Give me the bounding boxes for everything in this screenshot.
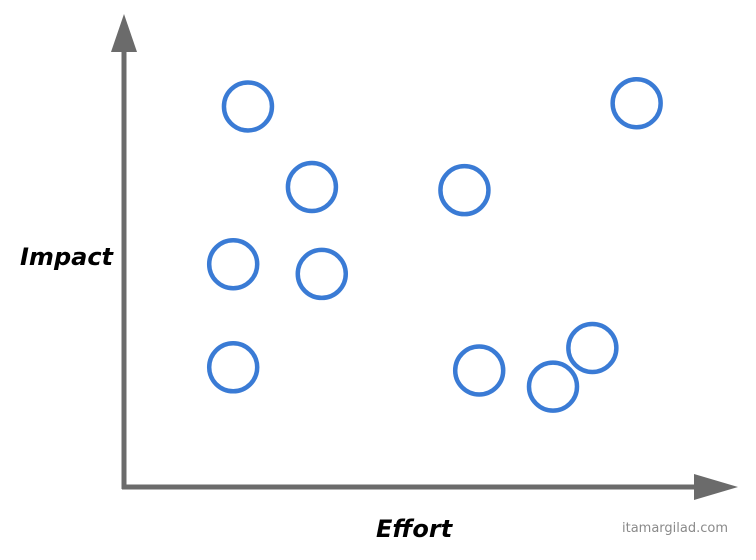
- watermark: itamargilad.com: [621, 521, 728, 536]
- y-axis-arrow: [111, 14, 137, 52]
- data-point-9: [526, 360, 580, 413]
- data-point-3: [285, 160, 339, 214]
- data-points: [206, 76, 663, 413]
- data-point-4: [438, 163, 491, 217]
- data-point-6: [295, 247, 349, 301]
- data-point-10: [566, 321, 619, 375]
- y-axis-label: Impact: [20, 243, 114, 271]
- data-point-8: [452, 344, 506, 397]
- x-axis-label: Effort: [376, 515, 453, 543]
- data-point-2: [610, 76, 663, 130]
- axes: [111, 14, 738, 500]
- data-point-1: [221, 80, 275, 133]
- x-axis-arrow: [694, 474, 738, 500]
- data-point-7: [206, 341, 260, 394]
- data-point-5: [206, 237, 260, 291]
